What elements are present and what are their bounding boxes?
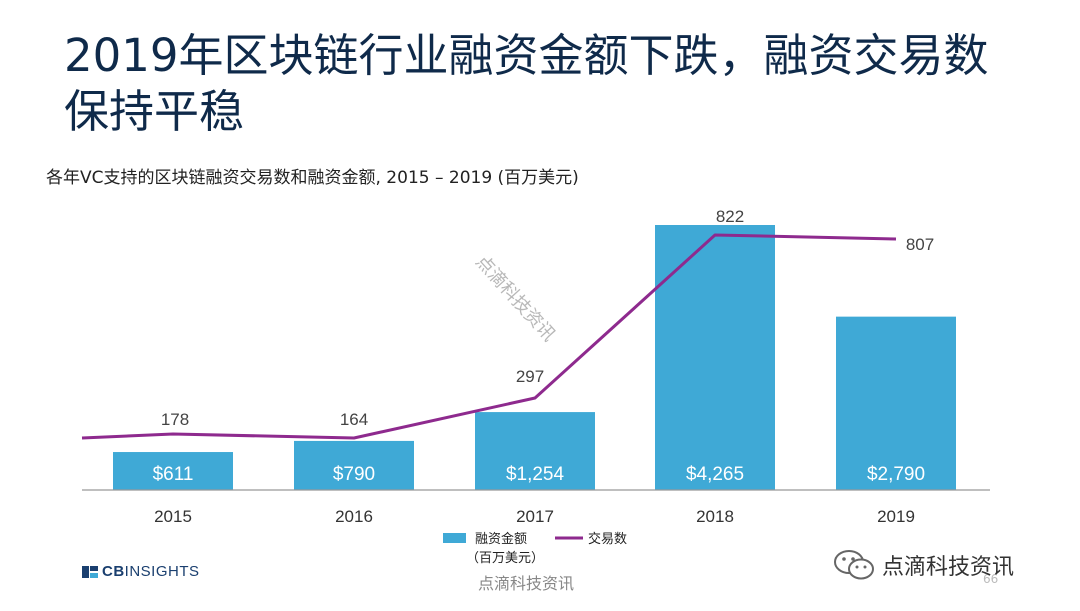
bar-2018 <box>655 225 775 490</box>
line-value-labels: 178 164 297 822 807 <box>161 207 934 429</box>
bar-2015 <box>113 452 233 490</box>
x-tick-2019: 2019 <box>877 507 915 526</box>
slide-title: 2019年区块链行业融资金额下跌，融资交易数保持平稳 <box>64 29 989 138</box>
wechat-account: 点滴科技资讯 <box>832 548 1014 582</box>
legend-bar-label: 融资金额 <box>475 531 527 547</box>
deal-count-line <box>81 233 897 440</box>
legend-bar-unit: （百万美元） <box>466 551 544 566</box>
x-tick-2016: 2016 <box>335 507 373 526</box>
legend-bar-swatch <box>443 533 466 543</box>
bar-label-2017: $1,254 <box>506 464 565 485</box>
wechat-account-name: 点滴科技资讯 <box>882 555 1015 580</box>
bar-2017 <box>475 412 595 490</box>
bar-value-labels: $611 $790 $1,254 $4,265 $2,790 <box>153 464 925 485</box>
line-label-2015: 178 <box>161 410 189 429</box>
bar-label-2016: $790 <box>333 464 375 485</box>
bar-label-2019: $2,790 <box>867 464 925 485</box>
bar-series <box>113 225 956 490</box>
x-tick-labels: 2015 2016 2017 2018 2019 <box>154 507 915 526</box>
bar-2016 <box>294 440 414 490</box>
bar-label-2015: $611 <box>153 464 194 485</box>
line-label-2016: 164 <box>340 410 368 429</box>
legend-line-label: 交易数 <box>588 531 627 547</box>
x-tick-2015: 2015 <box>154 507 192 526</box>
bottom-watermark: 点滴科技资讯 <box>478 574 575 593</box>
wechat-icon <box>834 550 874 580</box>
line-label-2017: 297 <box>516 367 544 386</box>
line-label-2019: 807 <box>906 235 934 254</box>
line-label-2018: 822 <box>716 207 744 226</box>
page-number: 66 <box>983 572 999 586</box>
cbinsights-logo: CB INSIGHTS <box>82 563 200 580</box>
x-tick-2017: 2017 <box>516 507 554 526</box>
diagonal-watermark: 点滴科技资讯 <box>471 251 559 345</box>
bar-2019 <box>836 316 956 490</box>
cbinsights-logo-icon <box>82 565 98 578</box>
logo-insights-text: INSIGHTS <box>124 563 200 580</box>
chart-subtitle: 各年VC支持的区块链融资交易数和融资金额, 2015 – 2019 (百万美元) <box>46 168 579 188</box>
bar-label-2018: $4,265 <box>686 464 744 485</box>
x-tick-2018: 2018 <box>696 507 734 526</box>
logo-cb-text: CB <box>102 563 125 580</box>
